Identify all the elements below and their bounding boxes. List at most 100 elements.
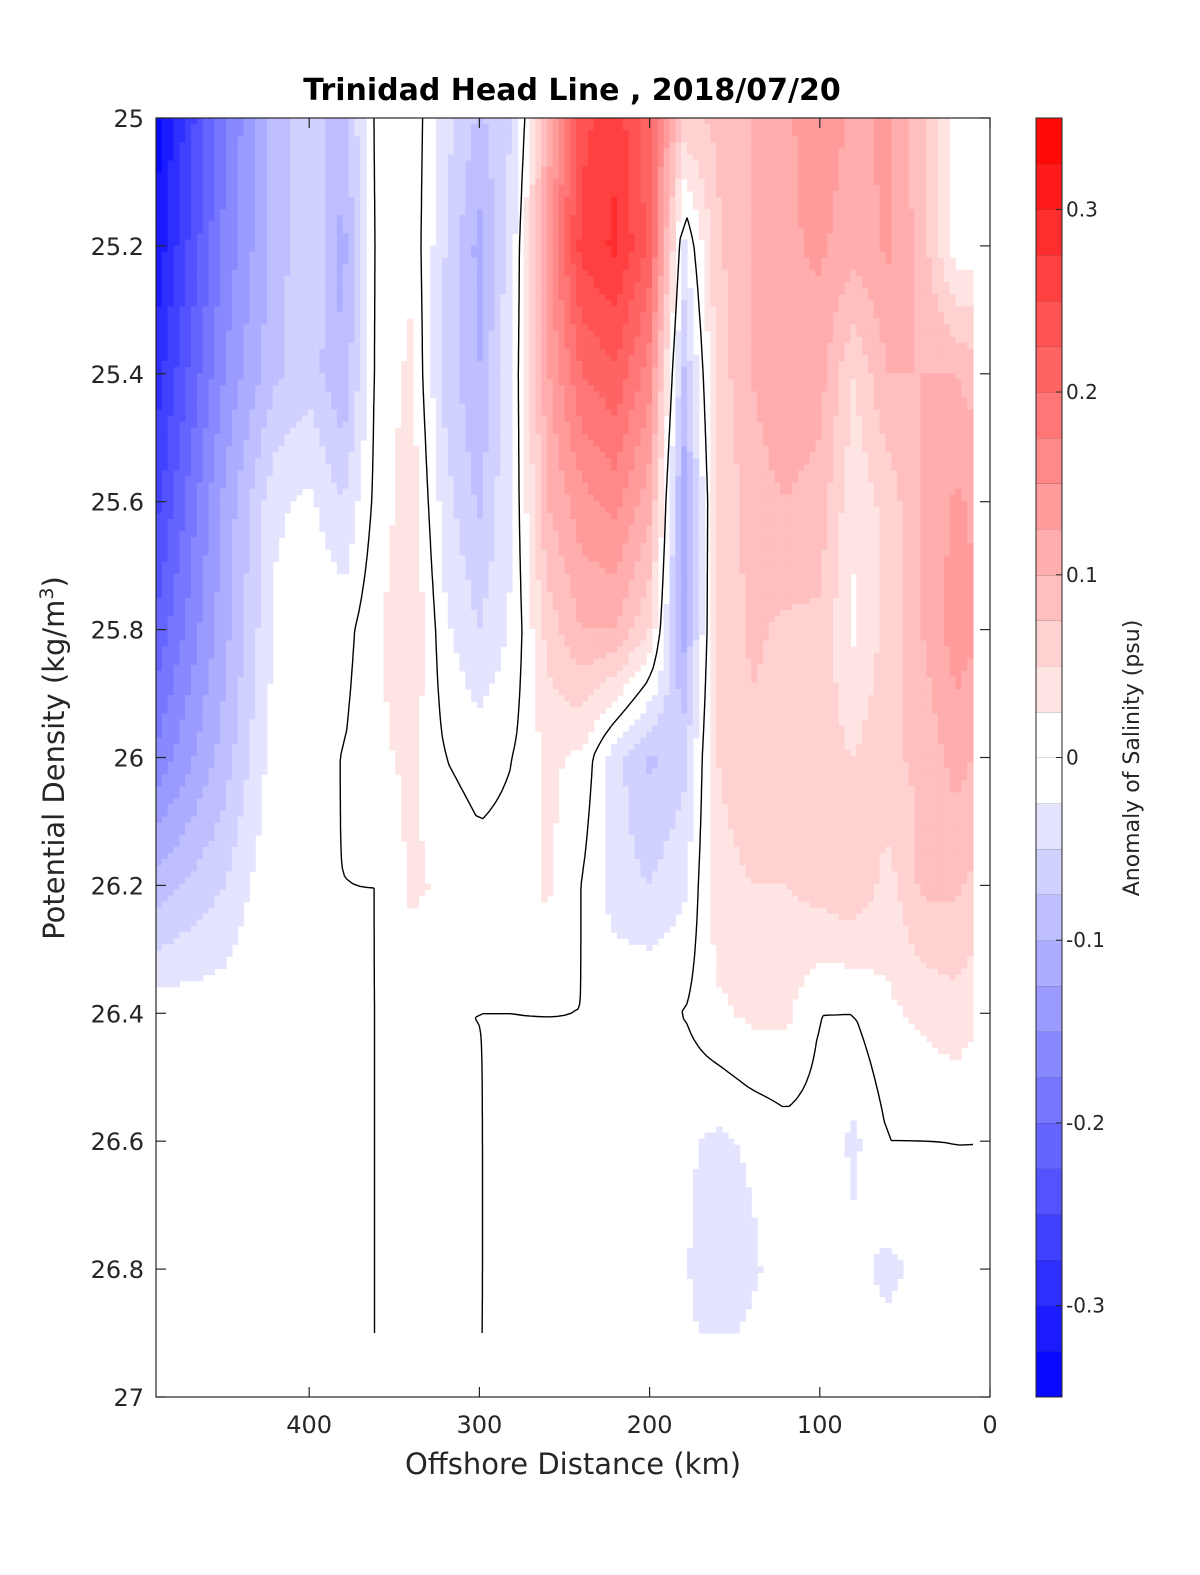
heat-cell bbox=[593, 172, 601, 180]
heat-cell bbox=[751, 275, 758, 283]
heat-cell bbox=[465, 342, 472, 350]
heat-cell bbox=[920, 166, 927, 174]
heat-cell bbox=[687, 148, 694, 156]
heat-cell bbox=[301, 172, 309, 180]
heat-cell bbox=[185, 142, 192, 149]
heat-cell bbox=[599, 282, 606, 289]
heat-cell bbox=[897, 239, 904, 247]
heat-cell bbox=[652, 257, 659, 265]
heat-cell bbox=[587, 227, 595, 235]
heat-cell bbox=[237, 342, 245, 350]
heat-cell bbox=[243, 148, 250, 156]
heat-cell bbox=[191, 184, 198, 192]
heat-cell bbox=[850, 160, 857, 168]
heat-cell bbox=[628, 203, 636, 210]
heat-cell bbox=[465, 209, 472, 216]
heat-cell bbox=[447, 178, 455, 186]
heat-cell bbox=[902, 312, 910, 320]
heat-cell bbox=[640, 354, 647, 362]
heat-cell bbox=[698, 215, 706, 222]
heat-cell bbox=[757, 263, 764, 271]
heat-cell bbox=[768, 245, 776, 253]
heat-cell bbox=[727, 269, 735, 277]
heat-cell bbox=[722, 209, 729, 216]
heat-cell bbox=[161, 160, 169, 168]
heat-cell bbox=[897, 190, 904, 198]
heat-cell bbox=[500, 263, 507, 271]
heat-cell bbox=[202, 294, 210, 301]
heat-cell bbox=[360, 178, 367, 186]
heat-cell bbox=[914, 288, 922, 295]
heat-cell bbox=[430, 275, 437, 283]
heat-cell bbox=[710, 269, 717, 277]
heat-cell bbox=[879, 282, 887, 289]
heat-cell bbox=[599, 203, 606, 210]
heat-cell bbox=[815, 148, 822, 156]
heat-cell bbox=[354, 336, 361, 344]
heat-cell bbox=[261, 136, 268, 143]
heat-cell bbox=[278, 257, 285, 265]
heat-cell bbox=[920, 306, 927, 314]
heat-cell bbox=[873, 196, 881, 204]
heat-cell bbox=[459, 269, 466, 277]
heat-cell bbox=[937, 215, 945, 222]
heat-cell bbox=[628, 330, 636, 338]
heat-cell bbox=[605, 251, 612, 259]
heat-cell bbox=[471, 251, 478, 259]
heat-cell bbox=[301, 354, 309, 362]
heat-cell bbox=[570, 178, 577, 186]
heat-cell bbox=[535, 348, 542, 356]
heat-cell bbox=[605, 245, 612, 253]
heat-cell bbox=[669, 233, 676, 241]
heat-cell bbox=[570, 348, 577, 356]
heat-cell bbox=[459, 239, 466, 247]
heat-cell bbox=[850, 142, 857, 149]
heat-cell bbox=[611, 209, 618, 216]
heat-cell bbox=[231, 257, 239, 265]
heat-cell bbox=[558, 203, 566, 210]
heat-cell bbox=[797, 190, 805, 198]
heat-cell bbox=[751, 300, 758, 307]
heat-cell bbox=[476, 239, 484, 247]
heat-cell bbox=[640, 172, 647, 180]
heat-cell bbox=[873, 275, 881, 283]
heat-cell bbox=[558, 178, 566, 186]
heat-cell bbox=[681, 330, 688, 338]
heat-cell bbox=[879, 300, 887, 307]
heat-cell bbox=[558, 336, 566, 344]
heat-cell bbox=[710, 178, 717, 186]
heat-cell bbox=[191, 148, 198, 156]
heat-cell bbox=[762, 318, 770, 326]
heat-cell bbox=[535, 154, 542, 162]
heat-cell bbox=[471, 203, 478, 210]
heat-cell bbox=[867, 342, 875, 350]
heat-cell bbox=[313, 330, 320, 338]
heat-cell bbox=[558, 251, 566, 259]
heat-cell bbox=[441, 203, 449, 210]
heat-cell bbox=[838, 263, 846, 271]
heat-cell bbox=[430, 354, 437, 362]
heat-cell bbox=[156, 160, 163, 168]
heat-cell bbox=[191, 294, 198, 301]
heat-cell bbox=[687, 136, 694, 143]
heat-cell bbox=[191, 227, 198, 235]
heat-cell bbox=[908, 269, 916, 277]
heat-cell bbox=[722, 312, 729, 320]
heat-cell bbox=[961, 342, 968, 350]
heat-cell bbox=[535, 354, 542, 362]
heat-cell bbox=[914, 269, 922, 277]
heat-cell bbox=[476, 184, 484, 192]
heat-cell bbox=[220, 275, 227, 283]
heat-cell bbox=[354, 136, 361, 143]
heat-cell bbox=[576, 166, 583, 174]
heat-cell bbox=[331, 318, 338, 326]
heat-cell bbox=[646, 263, 653, 271]
heat-cell bbox=[663, 184, 671, 192]
heat-cell bbox=[231, 263, 239, 271]
heat-cell bbox=[290, 282, 297, 289]
heat-cell bbox=[272, 160, 280, 168]
heat-cell bbox=[313, 263, 320, 271]
heat-cell bbox=[652, 275, 659, 283]
heat-cell bbox=[249, 324, 256, 332]
heat-cell bbox=[500, 306, 507, 314]
